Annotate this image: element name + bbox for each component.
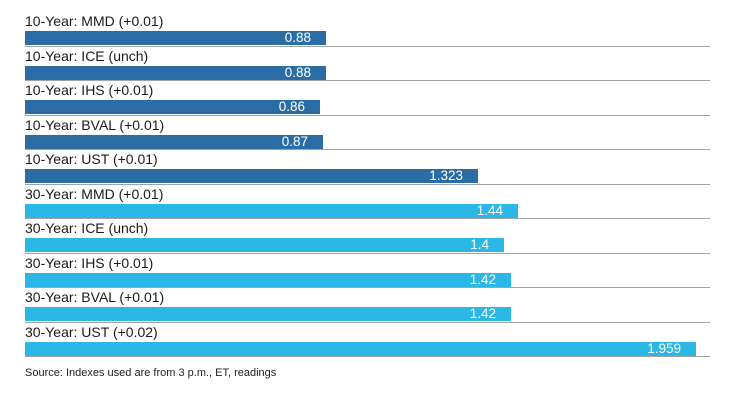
source-note: Source: Indexes used are from 3 p.m., ET…	[25, 367, 277, 379]
bar-label: 30-Year: UST (+0.02)	[25, 323, 158, 340]
bar: 1.42	[25, 271, 511, 287]
bar-value: 0.87	[281, 133, 308, 149]
bar: 1.44	[25, 202, 518, 218]
bar-label: 30-Year: BVAL (+0.01)	[25, 289, 165, 305]
bar-value: 1.4	[470, 237, 489, 252]
bar-row: 10-Year: ICE (unch) 0.88	[25, 47, 710, 81]
bar-track: 0.88	[25, 64, 710, 81]
bar-value: 1.44	[476, 202, 503, 218]
bar-label: 10-Year: BVAL (+0.01)	[25, 116, 165, 133]
bar-row: 10-Year: MMD (+0.01) 0.88	[25, 12, 710, 47]
bar: 0.88	[25, 64, 326, 80]
bar-label: 30-Year: ICE (unch)	[25, 220, 149, 236]
bar-row: 30-Year: IHS (+0.01) 1.42	[25, 254, 710, 288]
bar-value: 1.42	[469, 306, 496, 321]
bar: 0.87	[25, 133, 323, 149]
bar-track: 1.323	[25, 169, 710, 185]
bar-label: 30-Year: IHS (+0.01)	[25, 254, 154, 271]
bar: 0.88	[25, 31, 326, 45]
bar-row: 30-Year: MMD (+0.01) 1.44	[25, 185, 710, 219]
bar-track: 1.4	[25, 238, 710, 254]
bar-row: 10-Year: UST (+0.01) 1.323	[25, 150, 710, 185]
bar-track: 0.87	[25, 133, 710, 150]
bar-track: 1.44	[25, 202, 710, 219]
bar-value: 1.959	[647, 340, 681, 356]
bar-value: 1.323	[429, 168, 463, 183]
bar-track: 0.86	[25, 100, 710, 116]
bar-track: 1.42	[25, 271, 710, 288]
bar-track: 1.959	[25, 340, 710, 357]
bar: 0.86	[25, 100, 320, 114]
bar-value: 0.88	[284, 30, 311, 45]
bar-value: 0.86	[278, 99, 305, 114]
bar-rows-container: 10-Year: MMD (+0.01) 0.88 10-Year: ICE (un…	[25, 12, 710, 357]
bar-label: 10-Year: UST (+0.01)	[25, 151, 158, 167]
bar-track: 1.42	[25, 307, 710, 323]
bar: 1.323	[25, 169, 478, 183]
bar-label: 10-Year: IHS (+0.01)	[25, 82, 154, 98]
bar-track: 0.88	[25, 31, 710, 47]
bar-row: 30-Year: UST (+0.02) 1.959	[25, 323, 710, 357]
bar-label: 30-Year: MMD (+0.01)	[25, 185, 164, 202]
bar-row: 10-Year: IHS (+0.01) 0.86	[25, 81, 710, 116]
bar-row: 30-Year: BVAL (+0.01) 1.42	[25, 288, 710, 323]
bar: 1.4	[25, 238, 504, 252]
bar: 1.959	[25, 340, 696, 356]
bar-label: 10-Year: MMD (+0.01)	[25, 13, 164, 29]
bar-label: 10-Year: ICE (unch)	[25, 47, 149, 64]
bar-row: 30-Year: ICE (unch) 1.4	[25, 219, 710, 254]
bar-row: 10-Year: BVAL (+0.01) 0.87	[25, 116, 710, 150]
bar: 1.42	[25, 307, 511, 321]
bar-value: 0.88	[284, 64, 311, 80]
bar-value: 1.42	[469, 271, 496, 287]
